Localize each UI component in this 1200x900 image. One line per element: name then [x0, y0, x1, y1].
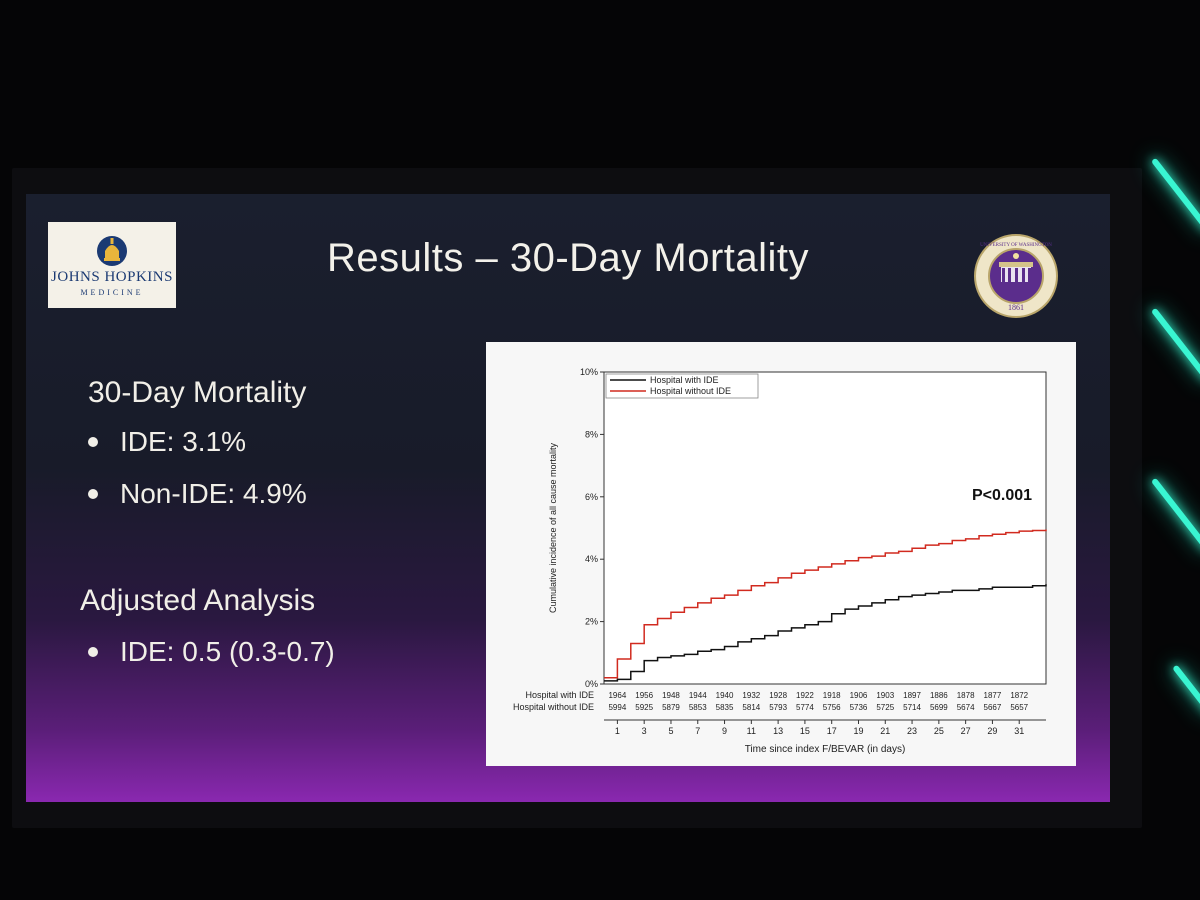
mortality-heading: 30-Day Mortality — [88, 376, 307, 409]
x-axis-label: Time since index F/BEVAR (in days) — [745, 744, 906, 755]
risk-table-cell: 1903 — [876, 691, 894, 700]
risk-table-cell: 1922 — [796, 691, 814, 700]
x-tick-label: 5 — [668, 726, 673, 736]
risk-table-cell: 5879 — [662, 703, 680, 712]
risk-table-cell: 1886 — [930, 691, 948, 700]
risk-table-cell: 1877 — [984, 691, 1002, 700]
risk-table-cell: 1928 — [769, 691, 787, 700]
risk-table-cell: 5736 — [850, 703, 868, 712]
bullet-ide: IDE: 3.1% — [88, 426, 246, 458]
stage-light-2 — [1150, 307, 1200, 383]
x-tick-label: 9 — [722, 726, 727, 736]
stage-light-1 — [1150, 157, 1200, 233]
stage-light-3 — [1150, 477, 1200, 553]
x-tick-label: 13 — [773, 726, 783, 736]
johns-hopkins-logo: JOHNS HOPKINS MEDICINE — [48, 222, 176, 308]
y-tick-label: 0% — [585, 679, 598, 689]
x-tick-label: 3 — [642, 726, 647, 736]
x-tick-label: 21 — [880, 726, 890, 736]
logo-name: JOHNS HOPKINS — [51, 269, 173, 285]
bullet-text: Non-IDE: 4.9% — [120, 478, 307, 509]
x-tick-label: 25 — [934, 726, 944, 736]
p-value-annotation: P<0.001 — [972, 487, 1032, 504]
legend-label-with-ide: Hospital with IDE — [650, 375, 719, 385]
x-tick-label: 31 — [1014, 726, 1024, 736]
risk-table-cell: 5774 — [796, 703, 814, 712]
risk-table-cell: 5994 — [608, 703, 626, 712]
x-tick-label: 19 — [853, 726, 863, 736]
x-tick-label: 15 — [800, 726, 810, 736]
risk-table-cell: 5657 — [1010, 703, 1028, 712]
presentation-slide: JOHNS HOPKINS MEDICINE Results – 30-Day … — [26, 194, 1110, 802]
risk-table-row-label: Hospital with IDE — [525, 690, 594, 700]
risk-table-cell: 1872 — [1010, 691, 1028, 700]
x-tick-label: 17 — [827, 726, 837, 736]
risk-table-cell: 5853 — [689, 703, 707, 712]
y-tick-label: 10% — [580, 367, 598, 377]
y-tick-label: 2% — [585, 617, 598, 627]
risk-table-cell: 1956 — [635, 691, 653, 700]
x-tick-label: 7 — [695, 726, 700, 736]
risk-table-cell: 5714 — [903, 703, 921, 712]
logo-subtitle: MEDICINE — [80, 288, 144, 297]
x-tick-label: 1 — [615, 726, 620, 736]
bullet-non-ide: Non-IDE: 4.9% — [88, 478, 307, 510]
bullet-adjusted: IDE: 0.5 (0.3-0.7) — [88, 636, 335, 668]
cumulative-incidence-chart: 0%2%4%6%8%10% 1 3 5 7 9 11 13 15 17 19 21 23 25 27 29 3… — [513, 367, 1047, 755]
risk-table-cell: 5674 — [957, 703, 975, 712]
y-tick-label: 8% — [585, 429, 598, 439]
risk-table-cell: 1878 — [957, 691, 975, 700]
chart-panel: 0% 2% 4% 6% 8% 10% 1 3 5 7 9 11 13 15 17 19 21 23 25 27 29 3… — [486, 342, 1076, 766]
x-tick-label: 11 — [747, 726, 756, 736]
bullet-dot — [88, 489, 98, 499]
risk-table-cell: 5793 — [769, 703, 787, 712]
risk-table-cell: 5814 — [742, 703, 760, 712]
risk-table-cell: 1906 — [850, 691, 868, 700]
risk-table-cell: 5925 — [635, 703, 653, 712]
risk-table-cell: 5835 — [716, 703, 734, 712]
bullet-text: IDE: 3.1% — [120, 426, 247, 457]
legend-box — [605, 373, 759, 399]
series-without-ide-line — [604, 529, 1047, 679]
x-tick-label: 27 — [961, 726, 971, 736]
risk-table-cell: 1948 — [662, 691, 680, 700]
y-axis-label: Cumulative incidence of all cause mortal… — [548, 442, 558, 613]
risk-table-cell: 1944 — [689, 691, 707, 700]
risk-table-cell: 5756 — [823, 703, 841, 712]
seal-text: UNIVERSITY OF WASHINGTON — [980, 243, 1052, 248]
risk-table-cell: 1897 — [903, 691, 921, 700]
legend-label-without-ide: Hospital without IDE — [650, 386, 731, 396]
stage-light-4 — [1172, 664, 1200, 716]
risk-table-cell: 1918 — [823, 691, 841, 700]
y-tick-label: 4% — [585, 554, 598, 564]
risk-table-cell: 1964 — [608, 691, 626, 700]
risk-table-cell: 5699 — [930, 703, 948, 712]
plot-area — [603, 371, 1047, 685]
bullet-dot — [88, 437, 98, 447]
adjusted-heading: Adjusted Analysis — [80, 584, 316, 617]
risk-table-row-label: Hospital without IDE — [513, 702, 594, 712]
risk-table-cell: 5725 — [876, 703, 894, 712]
university-seal: 1861 UNIVERSITY OF WASHINGTON — [974, 234, 1058, 318]
slide-title: Results – 30-Day Mortality — [326, 236, 810, 280]
y-tick-label: 6% — [585, 492, 598, 502]
risk-table-cell: 5667 — [984, 703, 1002, 712]
x-tick-label: 29 — [987, 726, 997, 736]
dome-icon — [97, 236, 127, 266]
risk-table-cell: 1940 — [716, 691, 734, 700]
series-with-ide-line — [604, 584, 1047, 682]
bullet-text: IDE: 0.5 (0.3-0.7) — [120, 636, 335, 667]
bullet-dot — [88, 647, 98, 657]
x-tick-label: 23 — [907, 726, 917, 736]
seal-year: 1861 — [1008, 303, 1024, 312]
risk-table-cell: 1932 — [742, 691, 760, 700]
